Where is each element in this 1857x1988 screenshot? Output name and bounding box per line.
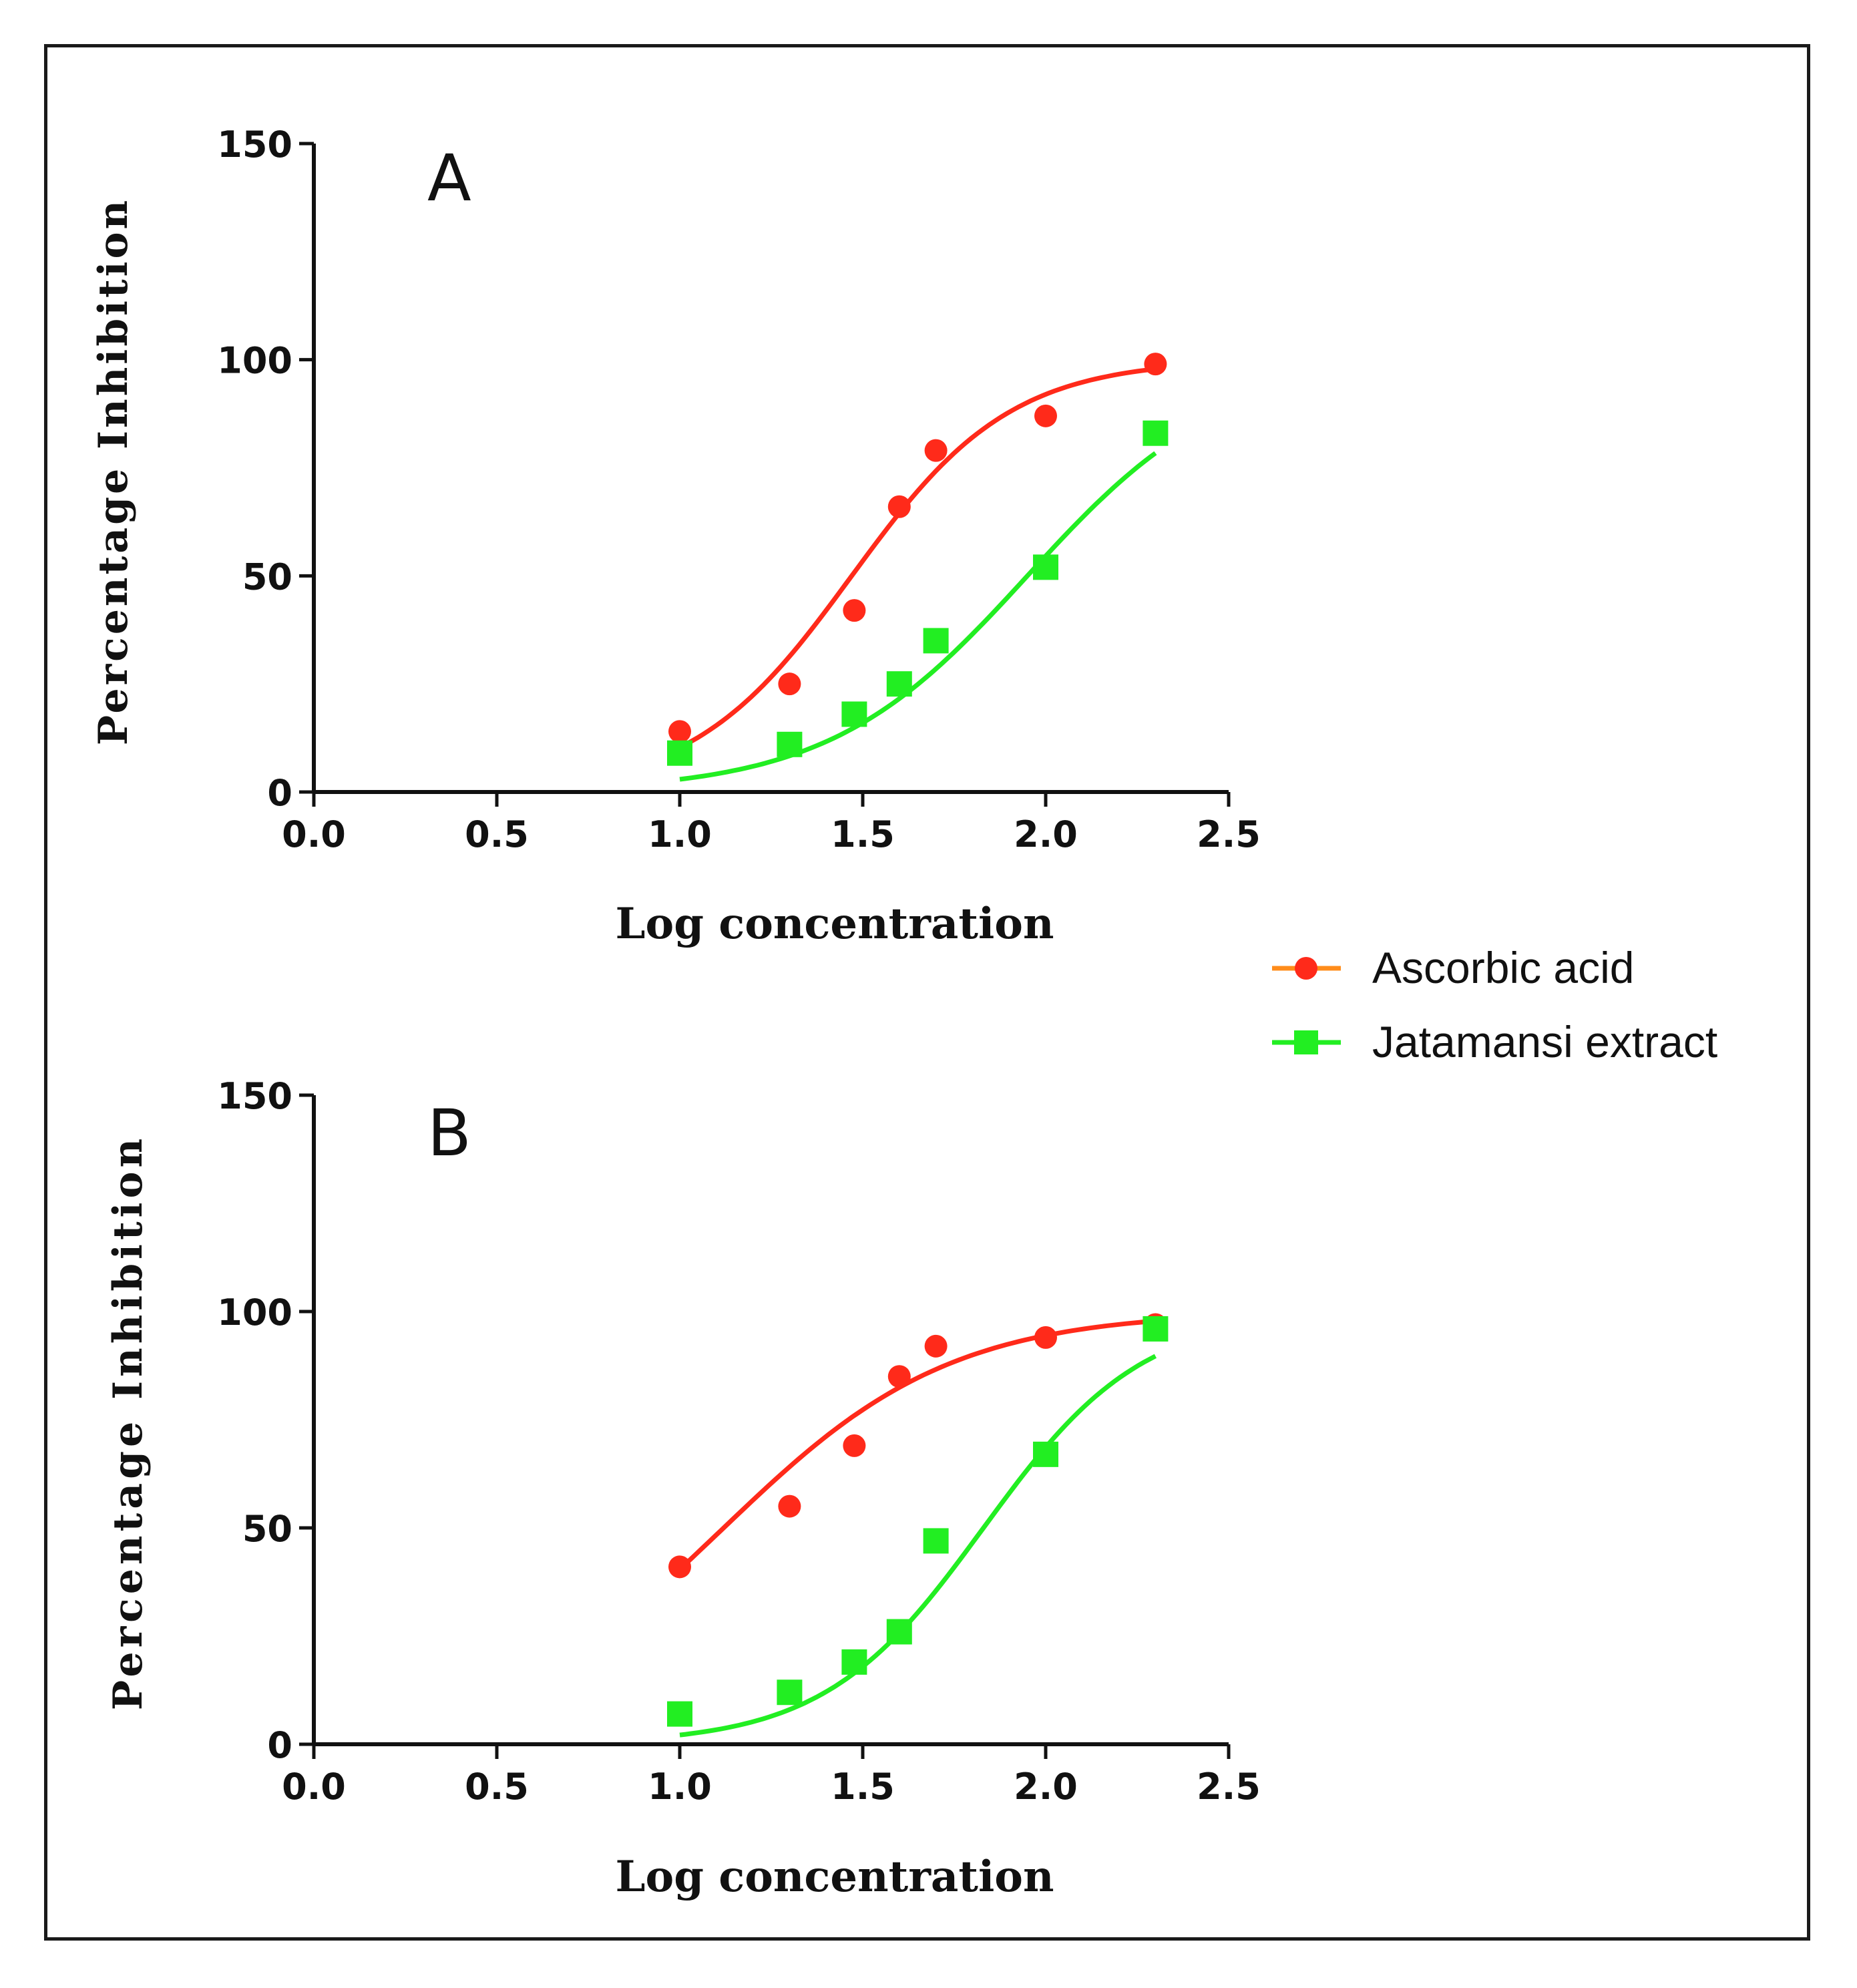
- panel-a-ylabel: Percentage Inhibition: [90, 198, 137, 745]
- panel-b-ascorbic-point: [668, 1555, 691, 1579]
- panel-a-ascorbic-point: [924, 439, 948, 462]
- panel-b-x-tick-label: 1.5: [831, 1766, 895, 1808]
- panel-b-x-tick-label: 0.5: [465, 1766, 529, 1808]
- panel-a-ascorbic-point: [668, 720, 691, 743]
- panel-b-x-tick-label: 2.5: [1197, 1766, 1261, 1808]
- panel-b-jatamansi-point: [923, 1528, 949, 1554]
- panel-a-y-tick-label: 50: [242, 556, 292, 598]
- panel-a-jatamansi-point: [667, 740, 692, 766]
- panel-b-ascorbic-point: [887, 1365, 911, 1388]
- panel-b-jatamansi-point: [886, 1619, 912, 1645]
- panel-a-ascorbic-point: [778, 672, 801, 696]
- panel-b-x-tick-label: 1.0: [648, 1766, 712, 1808]
- panel-a-x-tick-label: 1.5: [831, 813, 895, 855]
- panel-a-jatamansi-point: [777, 731, 803, 757]
- panel-a-jatamansi-point: [886, 671, 912, 697]
- panel-b-y-tick-label: 100: [217, 1291, 292, 1334]
- panel-a-jatamansi-point: [1033, 554, 1058, 580]
- panel-b-plot: 0.0 0.5 1.0 1.5 2.0 2.5 0 50 100 150: [217, 1075, 1261, 1808]
- panel-a-jatamansi-fit-curve: [679, 451, 1157, 782]
- panel-a-y-tick-label: 100: [217, 340, 292, 382]
- panel-b-y-tick-label: 0: [267, 1724, 292, 1766]
- legend-label-jatamansi: Jatamansi extract: [1372, 1017, 1717, 1066]
- panel-a-xlabel: Log concentration: [616, 899, 1054, 949]
- panel-a-ascorbic-point: [887, 495, 911, 518]
- panel-a-y-tick-label: 0: [267, 772, 292, 814]
- panel-b-jatamansi-point: [777, 1679, 803, 1706]
- panel-b-x-tick-label: 2.0: [1014, 1766, 1078, 1808]
- panel-b-xlabel: Log concentration: [616, 1852, 1054, 1902]
- panel-b-ascorbic-point: [778, 1495, 801, 1518]
- panel-a-label: A: [427, 141, 471, 216]
- panel-b-jatamansi-point: [1143, 1316, 1169, 1342]
- panel-a-ascorbic-point: [1144, 353, 1167, 376]
- panel-a-ascorbic-point: [1034, 404, 1057, 427]
- panel-a-jatamansi-point: [841, 701, 867, 727]
- panel-b-jatamansi-point: [841, 1649, 867, 1675]
- panel-b-y-tick-label: 50: [242, 1508, 292, 1550]
- panel-b-ascorbic-point: [843, 1434, 866, 1457]
- panel-a-jatamansi-point: [1143, 420, 1169, 446]
- panel-b-jatamansi-point: [1033, 1441, 1058, 1467]
- panel-b-ylabel: Percentage Inhibition: [105, 1135, 152, 1710]
- panel-a-x-tick-label: 0.5: [465, 813, 529, 855]
- panel-b-ascorbic-point: [1034, 1326, 1057, 1349]
- panel-b-x-tick-label: 0.0: [282, 1766, 346, 1808]
- panel-a-jatamansi-point: [923, 628, 949, 654]
- panel-b-ascorbic-point: [924, 1334, 948, 1358]
- panel-a-ascorbic-fit-curve: [678, 367, 1156, 750]
- panel-b-jatamansi-fit-curve: [679, 1354, 1157, 1738]
- legend-label-ascorbic: Ascorbic acid: [1372, 943, 1635, 992]
- legend: Ascorbic acid Jatamansi extract: [1272, 943, 1717, 1066]
- panel-a-x-tick-label: 2.5: [1197, 813, 1261, 855]
- legend-marker-jatamansi: [1294, 1030, 1318, 1054]
- panel-b-jatamansi-point: [667, 1701, 692, 1727]
- figure-frame: [44, 44, 1810, 1941]
- panel-a-ascorbic-point: [843, 599, 866, 622]
- panel-a-x-tick-label: 2.0: [1014, 813, 1078, 855]
- panel-b-y-tick-label: 150: [217, 1075, 292, 1117]
- panel-a-x-tick-label: 1.0: [648, 813, 712, 855]
- panel-b-ascorbic-fit-curve: [678, 1318, 1156, 1571]
- panel-b-label: B: [427, 1096, 471, 1171]
- panel-a-x-tick-label: 0.0: [282, 813, 346, 855]
- panel-a-y-tick-label: 150: [217, 124, 292, 166]
- panel-a-plot: 0.0 0.5 1.0 1.5 2.0 2.5 0 50 100 150: [217, 124, 1261, 855]
- legend-marker-ascorbic: [1295, 957, 1317, 980]
